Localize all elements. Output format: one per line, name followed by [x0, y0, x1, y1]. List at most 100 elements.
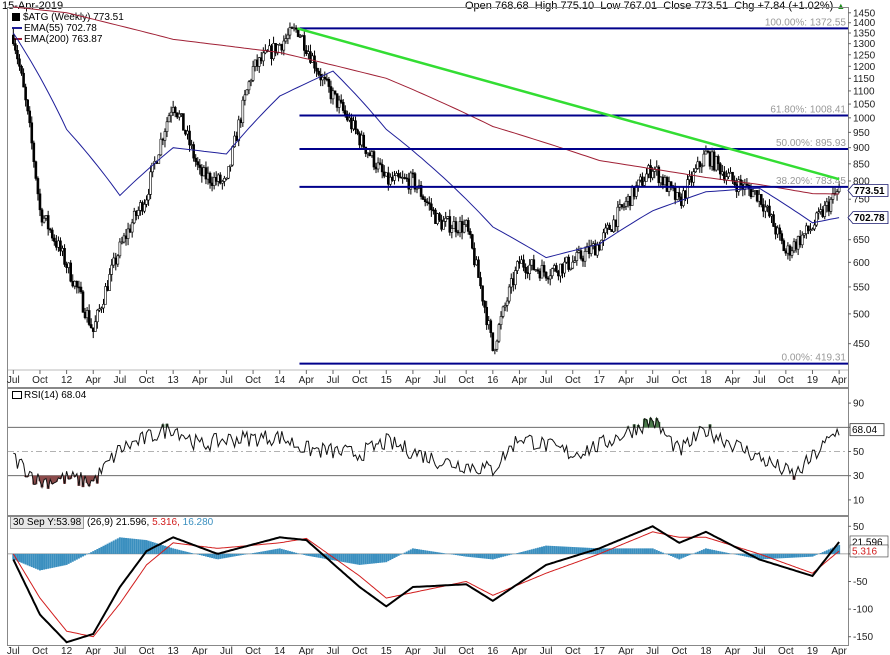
candle-body: [831, 193, 835, 200]
candle-body: [538, 270, 542, 279]
candle-body: [692, 171, 695, 183]
candle-body: [503, 305, 507, 308]
candle-body: [616, 206, 620, 227]
candle-body: [87, 310, 91, 325]
candle-body: [26, 99, 29, 112]
candle-body: [270, 45, 273, 60]
price-y-tick-label: 1200: [853, 62, 876, 73]
candle-body: [208, 172, 212, 184]
macd-x-tick-label: 15: [381, 646, 393, 655]
macd-hist-value: 16.280: [182, 517, 214, 528]
high-value: 775.10: [560, 0, 595, 12]
candle-body: [364, 146, 368, 154]
low-label: Low: [600, 0, 621, 12]
candle-body: [358, 133, 361, 146]
price-x-tick-label: 15: [381, 375, 393, 386]
candle-body: [300, 35, 304, 37]
candle-body: [612, 219, 616, 232]
candle-body: [520, 259, 523, 264]
candle-body: [180, 113, 183, 115]
candle-body: [423, 199, 427, 203]
price-x-tick-label: Apr: [831, 375, 847, 386]
candle-body: [436, 213, 439, 224]
ema55-value-tag-text: 702.78: [854, 213, 885, 224]
candle-body: [259, 57, 263, 62]
candle-body: [284, 38, 288, 42]
candle-body: [212, 177, 216, 186]
price-x-tick-label: Apr: [618, 375, 634, 386]
candle-body: [362, 134, 366, 148]
trend-line: [297, 27, 840, 181]
candle-body: [77, 286, 81, 289]
candle-body: [813, 224, 816, 230]
price-y-tick-label: 500: [853, 309, 870, 320]
candle-body: [294, 27, 298, 30]
macd-x-tick-label: 12: [61, 646, 73, 655]
candle-body: [63, 248, 66, 265]
candle-body: [341, 102, 345, 111]
candle-body: [403, 177, 407, 179]
candle-body: [69, 262, 73, 282]
candle-body: [790, 250, 794, 256]
candle-body: [126, 228, 130, 239]
macd-signal-tag-box: [849, 544, 889, 558]
candle-body: [530, 259, 534, 266]
rsi-panel-frame: [7, 388, 849, 516]
candle-body: [116, 255, 120, 265]
candle-body: [233, 135, 236, 147]
candle-body: [450, 228, 454, 233]
candle-body: [569, 267, 572, 270]
price-x-tick-label: 19: [807, 375, 819, 386]
fib-label: 0.00%: 419.31: [782, 353, 847, 364]
candle-body: [425, 201, 429, 204]
candle-body: [473, 247, 476, 266]
candle-body: [772, 214, 775, 227]
candle-body: [59, 240, 62, 252]
candle-body: [34, 161, 38, 179]
candle-body: [235, 135, 238, 142]
candle-body: [680, 196, 683, 206]
candle-body: [460, 221, 464, 233]
candle-body: [759, 194, 763, 205]
macd-x-tick-label: Jul: [113, 646, 126, 655]
candle-body: [438, 213, 441, 221]
candle-body: [475, 259, 478, 266]
symbol-label: $ATG (Weekly) 773.51: [23, 12, 124, 23]
macd-x-tick-label: Jul: [7, 646, 20, 655]
candle-body: [462, 224, 466, 233]
candle-body: [75, 281, 79, 288]
candle-body: [118, 241, 122, 257]
candle-body: [372, 151, 376, 168]
macd-y-tick-label: -150: [853, 632, 873, 643]
candle-body: [829, 199, 833, 212]
ema55-swatch: [12, 27, 22, 30]
price-x-tick-label: 18: [700, 375, 712, 386]
candle-body: [89, 324, 93, 329]
price-x-tick-label: Apr: [512, 375, 528, 386]
candle-body: [96, 309, 99, 323]
candle-body: [134, 210, 138, 216]
candle-body: [641, 176, 644, 186]
candle-body: [815, 212, 818, 226]
candle-body: [518, 261, 521, 264]
rsi-line: [13, 416, 840, 490]
candle-body: [735, 184, 738, 192]
candle-body: [343, 110, 347, 115]
price-y-tick-label: 550: [853, 282, 870, 293]
price-y-tick-label: 800: [853, 176, 870, 187]
candle-body: [481, 285, 484, 302]
candle-body: [721, 171, 724, 175]
candle-body: [139, 202, 142, 211]
candle-body: [178, 113, 181, 118]
candle-body: [807, 225, 810, 232]
candle-body: [186, 130, 189, 135]
candle-body: [143, 204, 146, 212]
macd-x-tick-label: Oct: [672, 646, 688, 655]
candle-body: [46, 215, 50, 230]
macd-x-tick-label: 16: [487, 646, 499, 655]
candle-body: [499, 316, 503, 325]
ema55-value-tag: 702.78: [847, 211, 889, 224]
candle-body: [647, 165, 650, 175]
candle-body: [575, 252, 579, 261]
